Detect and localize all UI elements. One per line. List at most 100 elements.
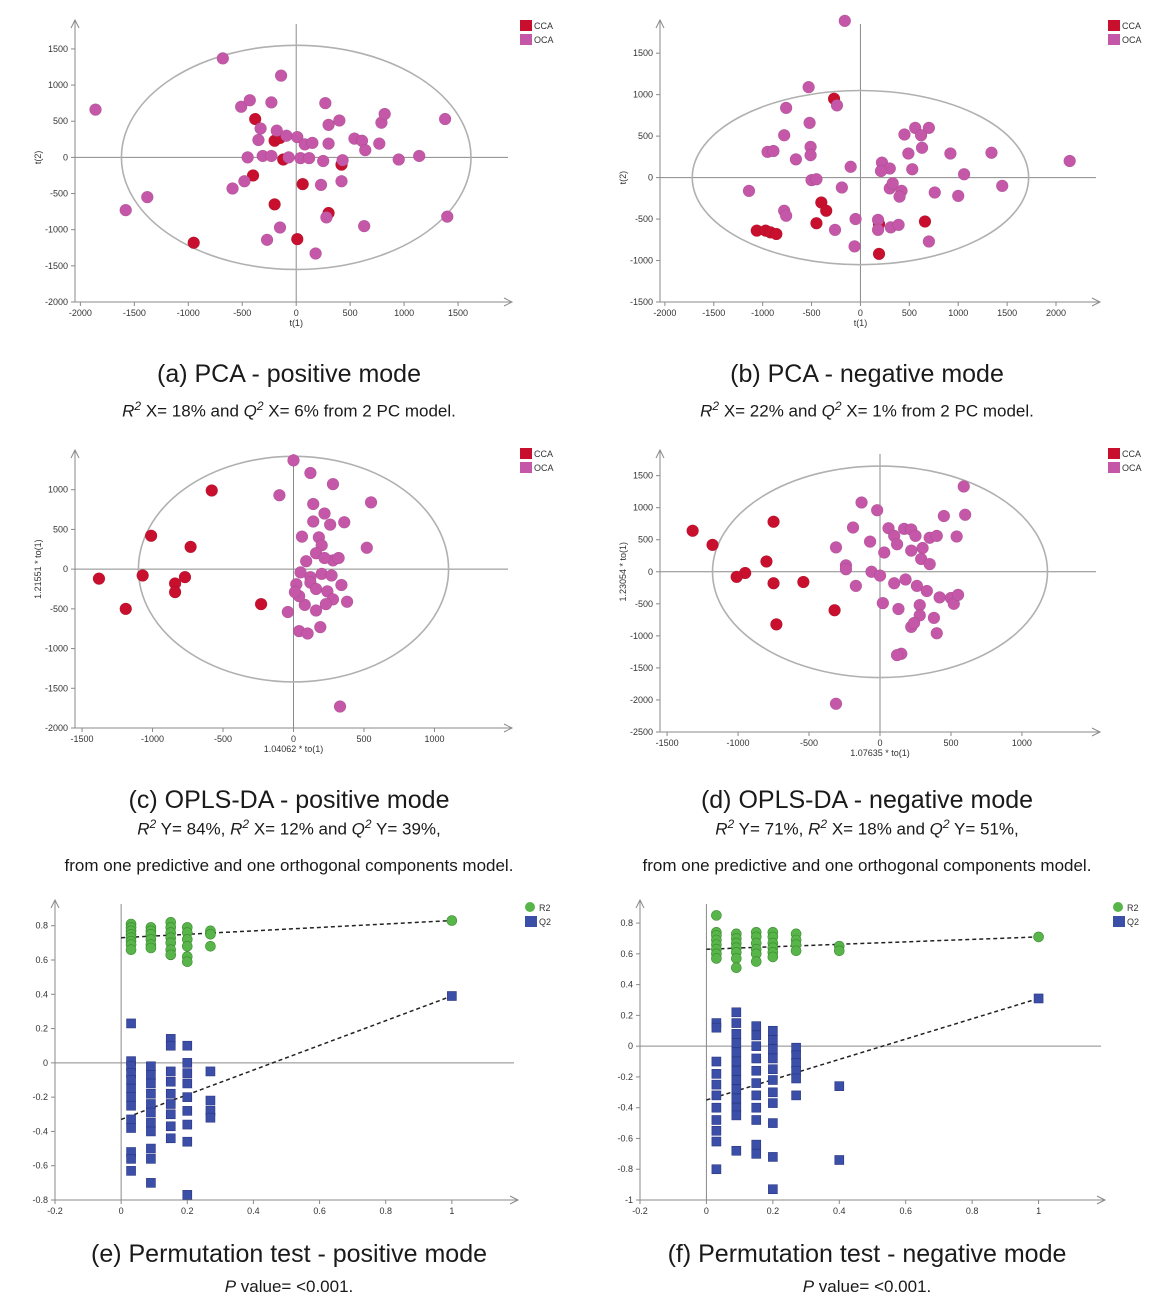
data-point-oca — [274, 69, 288, 82]
caption-stats: P value= <0.001. — [0, 1277, 578, 1297]
data-point-cca — [810, 216, 823, 230]
data-point-oca — [299, 554, 313, 568]
data-point-q2 — [711, 1069, 722, 1079]
x-axis-label: t(1) — [289, 318, 303, 328]
data-point-oca — [333, 700, 347, 713]
data-point-oca — [309, 604, 323, 617]
caption-text-part: 2 — [256, 399, 264, 413]
data-point-oca — [309, 582, 323, 596]
x-tick-label: 0 — [858, 308, 863, 318]
data-point-oca — [849, 579, 863, 593]
legend-label: R2 — [1127, 903, 1139, 913]
data-point-q2 — [205, 1095, 216, 1106]
data-point-q2 — [731, 1093, 742, 1104]
y-tick-label: -1500 — [630, 297, 653, 307]
data-point-oca — [332, 551, 345, 565]
caption-text-part: X= 18% and — [827, 819, 930, 839]
data-point-q2 — [731, 1007, 742, 1018]
data-point-oca — [287, 454, 300, 467]
data-point-q2 — [126, 1123, 136, 1133]
data-point-r2 — [1033, 931, 1044, 943]
data-point-q2 — [182, 1119, 193, 1130]
y-tick-label: 1000 — [48, 80, 68, 90]
data-point-oca — [273, 489, 286, 502]
y-tick-label: 0.2 — [35, 1024, 48, 1034]
data-point-cca — [686, 524, 699, 538]
hotelling-ellipse — [691, 89, 1030, 266]
data-point-oca — [216, 52, 230, 65]
x-tick-label: 1 — [449, 1206, 454, 1216]
caption-text-part: X= 6% from 2 PC model. — [263, 401, 456, 421]
data-point-oca — [280, 129, 293, 142]
data-point-oca — [928, 186, 942, 199]
data-point-oca — [320, 211, 333, 224]
data-point-q2 — [146, 1088, 156, 1099]
y-axis-label: 1.21551 * to(1) — [33, 539, 43, 599]
data-point-oca — [904, 544, 918, 557]
data-point-oca — [360, 541, 374, 554]
data-point-oca — [957, 480, 970, 493]
data-point-r2 — [731, 953, 742, 964]
caption-d: (d) OPLS-DA - negative mode R2 Y= 71%, R… — [578, 786, 1156, 876]
data-point-q2 — [165, 1040, 176, 1051]
data-point-oca — [335, 174, 348, 188]
data-point-cca — [760, 555, 773, 568]
caption-text-part: R — [700, 401, 713, 421]
caption-b: (b) PCA - negative mode R2 X= 22% and Q2… — [578, 360, 1156, 422]
y-tick-label: 0.6 — [35, 955, 48, 965]
data-point-r2 — [181, 956, 193, 968]
data-point-q2 — [731, 1075, 742, 1085]
data-point-oca — [252, 133, 265, 147]
data-point-oca — [892, 602, 905, 616]
y-tick-label: 0 — [648, 173, 653, 183]
data-point-q2 — [182, 1058, 193, 1068]
data-point-oca — [855, 496, 868, 509]
legend-label: OCA — [534, 463, 554, 473]
data-point-r2 — [205, 928, 216, 940]
x-tick-label: -1000 — [751, 308, 774, 318]
data-point-q2 — [751, 1090, 762, 1101]
data-point-oca — [319, 96, 332, 110]
data-point-q2 — [126, 1154, 136, 1164]
data-point-q2 — [165, 1121, 176, 1132]
data-point-cca — [136, 569, 149, 582]
legend-label: OCA — [1122, 463, 1142, 473]
data-point-q2 — [731, 1145, 742, 1156]
x-axis-arrow — [503, 723, 514, 733]
y-tick-label: -0.8 — [617, 1164, 633, 1174]
data-point-oca — [863, 535, 877, 548]
caption-a: (a) PCA - positive mode R2 X= 18% and Q2… — [0, 360, 578, 422]
y-tick-label: 0.8 — [620, 918, 633, 928]
legend-label: OCA — [534, 35, 554, 45]
x-axis-arrow — [1091, 297, 1102, 307]
legend-marker-oca — [520, 462, 532, 473]
caption-text-part: 2 — [242, 817, 250, 831]
caption-stats: R2 Y= 71%, R2 X= 18% and Q2 Y= 51%, — [578, 817, 1156, 840]
data-point-oca — [322, 137, 335, 150]
data-point-q2 — [768, 1087, 778, 1098]
y-tick-label: -500 — [635, 599, 653, 609]
data-point-oca — [886, 177, 899, 190]
data-point-q2 — [768, 1064, 778, 1075]
data-point-oca — [779, 101, 793, 115]
data-point-oca — [291, 130, 304, 144]
data-point-oca — [281, 605, 295, 619]
x-axis-arrow — [1091, 727, 1102, 737]
data-point-r2 — [125, 944, 137, 956]
data-point-oca — [226, 182, 239, 195]
data-point-q2 — [731, 1110, 742, 1121]
trend-line-r2 — [121, 919, 452, 939]
y-tick-label: 500 — [53, 116, 68, 126]
data-point-oca — [922, 121, 936, 135]
data-point-cca — [268, 198, 281, 211]
data-point-oca — [915, 141, 929, 154]
x-tick-label: -0.2 — [632, 1206, 648, 1216]
data-point-oca — [337, 516, 351, 529]
data-point-oca — [302, 151, 316, 165]
caption-text-part: 2 — [727, 817, 735, 831]
data-point-oca — [910, 579, 924, 593]
data-point-oca — [441, 210, 454, 223]
caption-text-part: Q — [929, 819, 943, 839]
caption-stats: R2 Y= 84%, R2 X= 12% and Q2 Y= 39%, — [0, 817, 578, 840]
legend-marker-cca — [520, 448, 532, 459]
